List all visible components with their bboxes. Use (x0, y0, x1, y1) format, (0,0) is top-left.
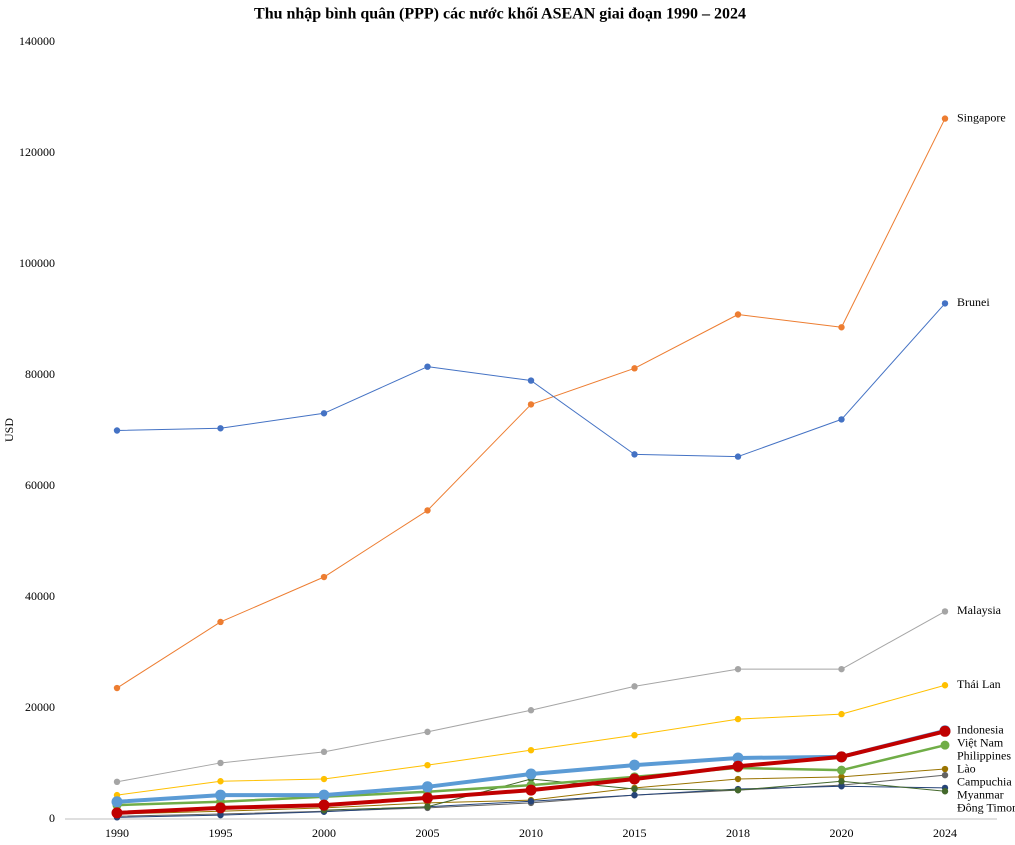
data-point (941, 300, 949, 307)
y-tick-label: 100000 (19, 256, 55, 270)
y-tick-label: 60000 (25, 478, 55, 492)
data-point (734, 775, 742, 783)
series-label: Philippines (957, 749, 1011, 763)
series-label: Myanmar (957, 788, 1004, 802)
data-point (217, 811, 224, 819)
x-tick-label: 1995 (209, 826, 233, 840)
series-label: Indonesia (957, 723, 1004, 737)
data-point (320, 410, 328, 417)
data-point (631, 731, 638, 739)
series-label: Đông Timor (957, 801, 1015, 815)
data-point (215, 789, 226, 801)
y-tick-label: 80000 (25, 367, 55, 381)
data-point (217, 778, 224, 785)
y-axis-label: USD (2, 418, 16, 442)
data-point (838, 416, 845, 423)
data-point (217, 759, 224, 767)
data-point (527, 798, 535, 805)
data-point (939, 725, 951, 737)
data-point (320, 573, 328, 581)
data-point (631, 365, 638, 372)
data-point (111, 796, 123, 808)
data-point (527, 746, 535, 754)
data-point (631, 791, 638, 799)
data-point (941, 608, 949, 615)
series-label: Brunei (957, 295, 990, 309)
data-point (217, 618, 224, 626)
y-tick-label: 20000 (25, 700, 55, 714)
data-point (318, 799, 330, 811)
data-point (629, 773, 640, 785)
data-point (215, 802, 226, 814)
data-point (837, 765, 846, 775)
data-point (525, 784, 537, 796)
data-point (836, 751, 847, 763)
series-label: Việt Nam (957, 736, 1004, 750)
y-tick-label: 120000 (19, 145, 55, 159)
data-point (217, 425, 224, 432)
data-point (732, 752, 744, 764)
y-tick-label: 40000 (25, 589, 55, 603)
x-tick-label: 2020 (830, 826, 854, 840)
data-point (527, 377, 535, 384)
data-point (527, 401, 535, 408)
data-point (838, 324, 845, 331)
data-point (734, 665, 742, 673)
data-point (422, 781, 433, 793)
data-point (320, 775, 328, 783)
x-tick-label: 2010 (519, 826, 543, 840)
data-point (734, 311, 742, 318)
data-point (941, 115, 949, 122)
data-point (941, 771, 949, 779)
data-point (941, 682, 949, 689)
data-point (940, 740, 950, 750)
series-label: Lào (957, 762, 976, 776)
y-tick-label: 140000 (19, 34, 55, 48)
data-point (734, 786, 742, 794)
series-label: Thái Lan (957, 677, 1001, 691)
data-point (631, 785, 638, 793)
series-label: Campuchia (957, 775, 1012, 789)
data-point (424, 803, 431, 810)
data-point (631, 451, 638, 458)
data-point (838, 665, 845, 673)
data-point (734, 453, 742, 460)
data-point (318, 789, 330, 801)
data-point (631, 683, 638, 690)
data-point (838, 773, 845, 781)
series-label: Malaysia (957, 603, 1002, 617)
data-point (424, 507, 431, 514)
data-point (838, 710, 845, 718)
data-point (113, 778, 121, 786)
data-point (111, 807, 123, 819)
series-label: Singapore (957, 110, 1006, 124)
data-point (838, 783, 845, 790)
data-point (113, 427, 121, 434)
chart-title: Thu nhập bình quân (PPP) các nước khối A… (254, 6, 746, 23)
data-point (732, 760, 744, 772)
data-point (629, 759, 640, 771)
data-point (734, 715, 742, 723)
data-point (422, 792, 433, 804)
x-tick-label: 2005 (416, 826, 440, 840)
data-point (424, 728, 431, 736)
data-point (838, 778, 845, 785)
data-point (424, 761, 431, 769)
x-tick-label: 2018 (726, 826, 750, 840)
x-tick-label: 1990 (105, 826, 129, 840)
x-tick-label: 2015 (623, 826, 647, 840)
y-tick-label: 0 (49, 811, 55, 825)
x-tick-label: 2024 (933, 826, 957, 840)
data-point (527, 707, 535, 714)
data-point (941, 765, 949, 773)
data-point (525, 768, 537, 780)
data-point (113, 684, 121, 692)
x-tick-label: 2000 (312, 826, 336, 840)
data-point (424, 363, 431, 370)
data-point (320, 748, 328, 756)
data-point (941, 788, 949, 795)
